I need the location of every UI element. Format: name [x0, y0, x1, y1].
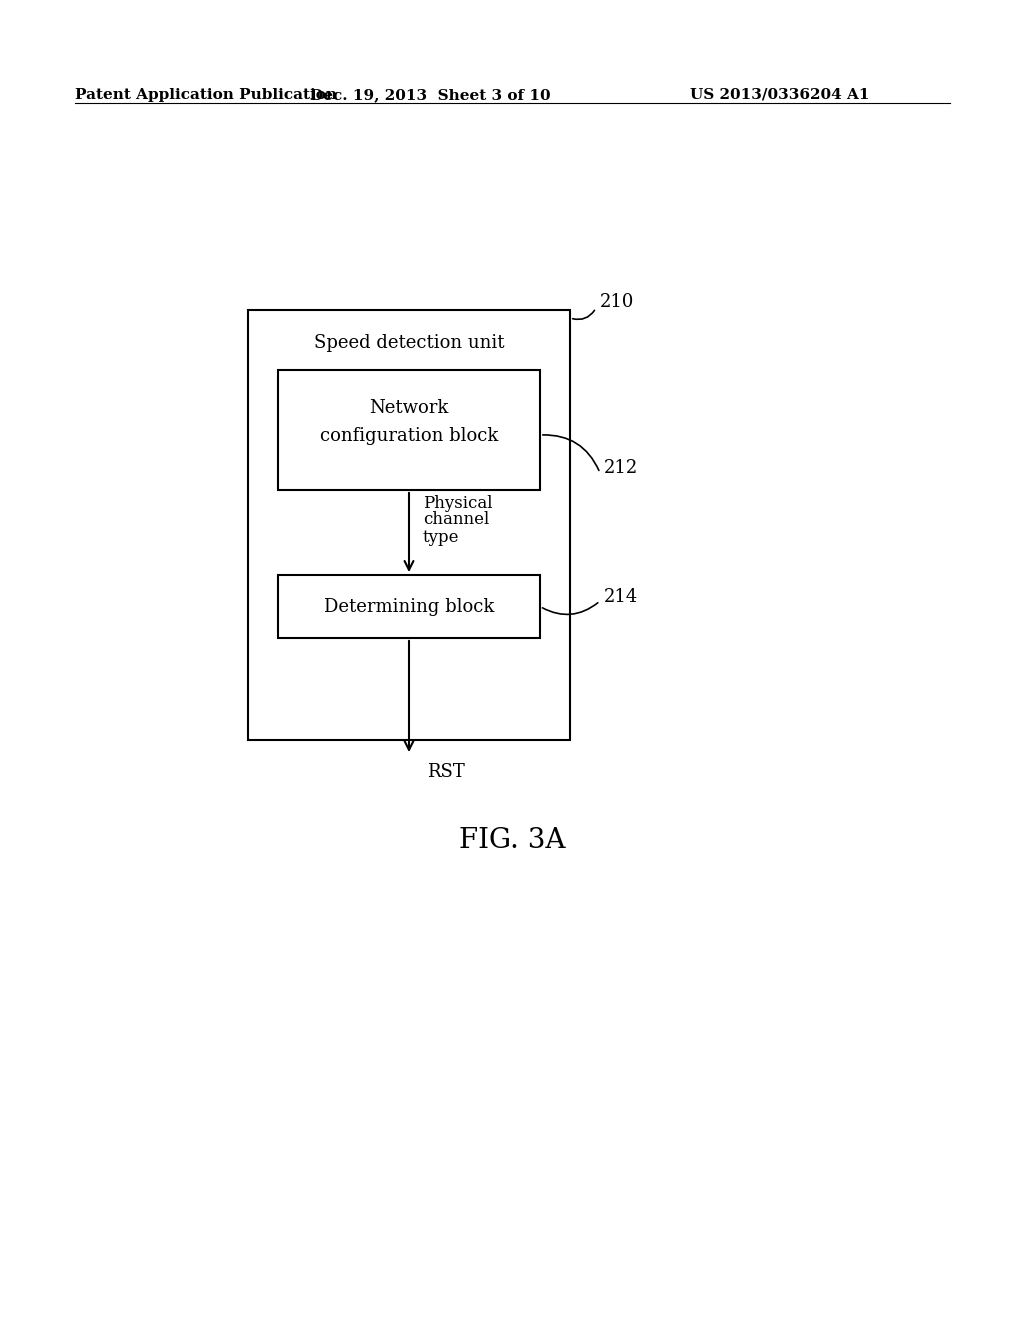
Text: FIG. 3A: FIG. 3A: [459, 826, 565, 854]
Text: Speed detection unit: Speed detection unit: [313, 334, 504, 352]
Text: channel: channel: [423, 511, 489, 528]
Text: 214: 214: [604, 587, 638, 606]
Text: RST: RST: [427, 763, 465, 781]
Bar: [278, 370, 540, 490]
Text: Physical: Physical: [423, 495, 493, 511]
Text: 210: 210: [600, 293, 635, 312]
Text: type: type: [423, 528, 460, 545]
Text: Patent Application Publication: Patent Application Publication: [75, 88, 337, 102]
Text: US 2013/0336204 A1: US 2013/0336204 A1: [690, 88, 870, 102]
Text: Determining block: Determining block: [324, 598, 495, 616]
Text: Dec. 19, 2013  Sheet 3 of 10: Dec. 19, 2013 Sheet 3 of 10: [309, 88, 550, 102]
Text: 212: 212: [604, 459, 638, 477]
Bar: [278, 576, 540, 638]
Text: Network: Network: [370, 399, 449, 417]
Bar: [248, 310, 570, 741]
Text: configuration block: configuration block: [319, 426, 499, 445]
